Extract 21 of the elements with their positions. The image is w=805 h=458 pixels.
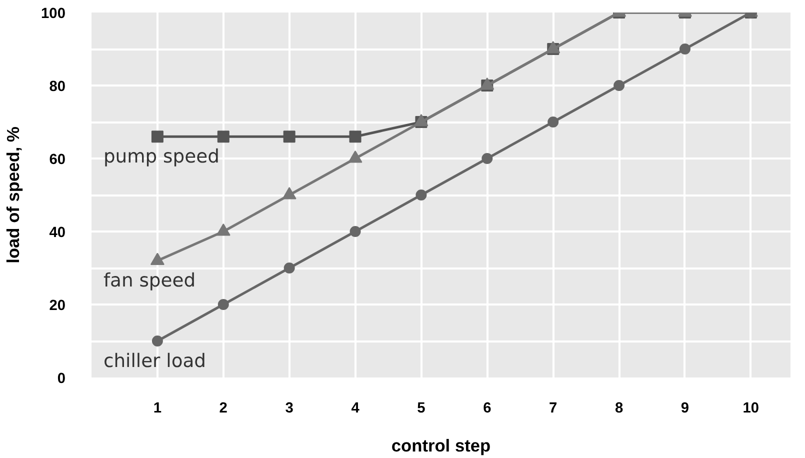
x-tick-label: 1 <box>153 400 162 416</box>
series-label: fan speed <box>103 270 196 292</box>
y-tick-label: 100 <box>41 6 66 22</box>
x-tick-label: 7 <box>549 400 558 416</box>
y-tick-label: 60 <box>49 152 66 168</box>
y-tick-label: 80 <box>49 79 66 95</box>
series-label: pump speed <box>103 146 220 168</box>
y-axis-title: load of speed, % <box>3 126 24 264</box>
x-tick-label: 10 <box>742 400 760 416</box>
x-axis-title: control step <box>391 436 491 456</box>
x-tick-label: 5 <box>417 400 426 416</box>
y-tick-label: 0 <box>57 371 66 387</box>
x-tick-label: 4 <box>351 400 360 416</box>
x-tick-label: 9 <box>680 400 690 416</box>
x-tick-label: 8 <box>614 400 624 416</box>
x-tick-label: 6 <box>483 400 492 416</box>
y-tick-label: 40 <box>49 225 66 241</box>
x-tick-label: 2 <box>219 400 228 416</box>
series-label: chiller load <box>103 351 206 372</box>
y-tick-label: 20 <box>49 298 66 314</box>
x-tick-label: 3 <box>285 400 294 416</box>
